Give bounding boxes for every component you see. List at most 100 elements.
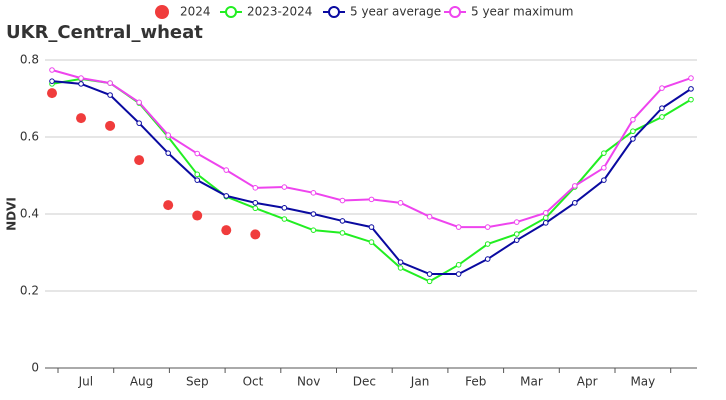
data-point bbox=[107, 92, 113, 98]
x-tick-label: Jan bbox=[410, 375, 430, 389]
data-point bbox=[78, 75, 84, 81]
data-point bbox=[455, 224, 462, 230]
data-point bbox=[194, 171, 201, 178]
data-point bbox=[455, 262, 462, 268]
data-point bbox=[252, 185, 259, 191]
x-tick-label: Jul bbox=[78, 375, 93, 389]
data-point bbox=[192, 210, 203, 221]
data-point bbox=[397, 265, 404, 271]
data-point bbox=[542, 215, 549, 221]
data-point bbox=[136, 120, 142, 126]
data-point bbox=[426, 213, 433, 220]
data-point bbox=[397, 200, 404, 206]
x-tick-label: May bbox=[630, 375, 655, 389]
legend-symbol bbox=[449, 6, 461, 18]
data-point bbox=[250, 229, 261, 240]
data-point bbox=[163, 200, 174, 211]
y-axis-label: NDVI bbox=[5, 197, 19, 231]
series-line bbox=[51, 69, 692, 229]
data-point bbox=[659, 105, 665, 111]
data-point bbox=[426, 278, 433, 285]
data-point bbox=[78, 81, 84, 87]
x-tick-label: Sep bbox=[186, 375, 209, 389]
chart-title: UKR_Central_wheat bbox=[6, 22, 203, 43]
data-point bbox=[659, 85, 665, 91]
data-point bbox=[310, 190, 317, 196]
data-point bbox=[47, 88, 57, 99]
data-point bbox=[76, 113, 87, 124]
data-point bbox=[339, 230, 346, 236]
data-point bbox=[221, 225, 232, 236]
data-point bbox=[49, 78, 55, 84]
data-point bbox=[630, 136, 636, 142]
legend-symbol bbox=[155, 5, 169, 19]
data-point bbox=[194, 177, 201, 183]
data-point bbox=[630, 116, 636, 123]
data-point bbox=[165, 132, 171, 138]
y-tick-label: 0.8 bbox=[20, 53, 39, 67]
data-point bbox=[572, 183, 578, 189]
y-tick-label: 0.6 bbox=[20, 130, 39, 144]
data-point bbox=[601, 165, 607, 171]
data-point bbox=[397, 259, 404, 265]
data-point bbox=[513, 219, 520, 225]
x-tick-label: Dec bbox=[353, 375, 376, 389]
data-point bbox=[223, 193, 230, 199]
x-tick-label: Apr bbox=[577, 375, 598, 389]
data-point bbox=[368, 224, 375, 230]
data-point bbox=[542, 220, 549, 226]
data-point bbox=[107, 80, 113, 86]
data-point bbox=[252, 205, 259, 212]
data-point bbox=[194, 150, 201, 157]
data-point bbox=[688, 96, 694, 103]
data-point bbox=[134, 155, 145, 166]
data-point bbox=[252, 200, 259, 206]
data-point bbox=[455, 271, 462, 277]
data-point bbox=[601, 150, 607, 156]
data-point bbox=[339, 197, 346, 204]
data-point bbox=[136, 99, 142, 106]
data-point bbox=[601, 177, 607, 183]
data-point bbox=[484, 241, 491, 247]
data-point bbox=[281, 205, 288, 211]
data-point bbox=[339, 218, 346, 224]
legend-symbol bbox=[225, 6, 237, 18]
data-point bbox=[688, 75, 694, 81]
data-point bbox=[484, 256, 491, 262]
data-point bbox=[281, 216, 288, 222]
data-point bbox=[659, 114, 665, 120]
data-point bbox=[368, 196, 375, 203]
data-point bbox=[542, 210, 549, 216]
x-tick-label: Feb bbox=[465, 375, 486, 389]
x-tick-label: Mar bbox=[520, 375, 543, 389]
data-point bbox=[513, 237, 520, 243]
legend-symbol bbox=[328, 6, 340, 18]
data-point bbox=[630, 128, 636, 135]
data-point bbox=[368, 239, 375, 245]
data-point bbox=[165, 150, 171, 156]
y-tick-label: 0.2 bbox=[20, 284, 39, 298]
data-point bbox=[49, 67, 55, 73]
legend-label: 5 year average bbox=[350, 5, 441, 19]
series-line bbox=[51, 80, 692, 276]
series-line bbox=[51, 77, 692, 283]
y-tick-label: 0 bbox=[31, 361, 39, 375]
x-tick-label: Oct bbox=[243, 375, 264, 389]
data-point bbox=[281, 184, 288, 190]
data-point bbox=[572, 200, 578, 206]
data-point bbox=[426, 271, 433, 277]
x-tick-label: Nov bbox=[297, 375, 320, 389]
data-point bbox=[484, 224, 491, 230]
legend-label: 5 year maximum bbox=[471, 5, 574, 19]
data-point bbox=[513, 231, 520, 237]
data-point bbox=[310, 227, 317, 233]
data-point bbox=[310, 211, 317, 217]
y-tick-label: 0.4 bbox=[20, 207, 39, 221]
legend-label: 2024 bbox=[180, 5, 211, 19]
data-point bbox=[688, 86, 694, 92]
legend-label: 2023-2024 bbox=[247, 5, 312, 19]
data-point bbox=[105, 120, 116, 131]
x-tick-label: Aug bbox=[130, 375, 153, 389]
data-point bbox=[223, 167, 230, 173]
